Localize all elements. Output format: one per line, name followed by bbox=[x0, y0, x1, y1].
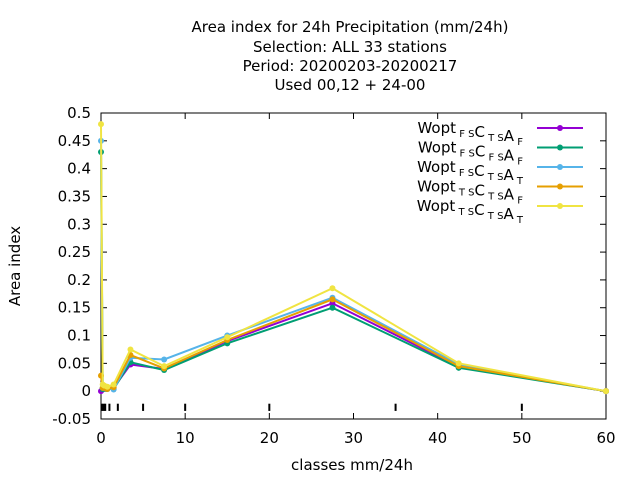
y-tick-label: 0.1 bbox=[67, 327, 91, 345]
legend-label-sub: T bbox=[514, 176, 524, 187]
y-axis-ticks: -0.05 0 0.05 0.1 0.15 0.2 0.25 0.3 0.35 0.4 0.45 0.… bbox=[52, 104, 606, 428]
class-marks bbox=[100, 403, 523, 411]
data-point bbox=[329, 285, 336, 292]
title-line-4: Used 00,12 + 24-00 bbox=[275, 76, 426, 94]
data-point bbox=[224, 334, 231, 341]
legend-label-part: C bbox=[474, 182, 484, 200]
legend-label-part: C bbox=[474, 162, 484, 180]
legend-marker bbox=[557, 125, 563, 131]
x-tick-label: 50 bbox=[512, 429, 531, 447]
legend-label-part: A bbox=[504, 147, 515, 165]
legend-label-sub: F S bbox=[456, 168, 474, 179]
legend-label-part: C bbox=[474, 201, 484, 219]
legend-label-sub: F S bbox=[456, 129, 474, 140]
legend-label-sub: F bbox=[514, 157, 523, 168]
legend-entry-4: Wopt T SC T SA F bbox=[417, 178, 583, 207]
data-point bbox=[603, 388, 609, 395]
series-2 bbox=[98, 148, 609, 395]
legend-label-sub: F S bbox=[485, 153, 503, 164]
legend-label-sub: T S bbox=[485, 133, 504, 144]
data-point bbox=[110, 381, 117, 388]
legend-label-part: A bbox=[503, 166, 514, 184]
title-line-2: Selection: ALL 33 stations bbox=[253, 38, 447, 56]
legend-label: Wopt F SC T SA T bbox=[417, 158, 524, 187]
legend-label-part: A bbox=[504, 186, 515, 204]
x-tick-label: 0 bbox=[96, 429, 106, 447]
data-point bbox=[329, 304, 336, 311]
y-tick-label: 0.35 bbox=[58, 187, 91, 205]
chart-title: Area index for 24h Precipitation (mm/24h… bbox=[192, 18, 509, 94]
legend-label-part: Wopt bbox=[417, 158, 456, 176]
y-tick-label: 0.05 bbox=[58, 354, 91, 372]
plot-frame bbox=[100, 112, 607, 420]
legend-label-part: Wopt bbox=[417, 197, 456, 215]
series-5 bbox=[98, 121, 609, 395]
legend-entry-1: Wopt F SC T SA F bbox=[417, 119, 583, 148]
legend-label-sub: F S bbox=[456, 149, 474, 160]
series-layer bbox=[98, 121, 609, 395]
y-tick-label: 0 bbox=[81, 382, 91, 400]
y-tick-label: -0.05 bbox=[52, 410, 91, 428]
x-tick-label: 30 bbox=[344, 429, 363, 447]
y-tick-label: 0.3 bbox=[67, 215, 91, 233]
legend-label-part: A bbox=[503, 205, 514, 223]
legend-label-sub: T S bbox=[456, 188, 475, 199]
legend-label-sub: T S bbox=[485, 192, 504, 203]
legend-label: Wopt F SC F SA F bbox=[418, 139, 523, 168]
y-tick-label: 0.25 bbox=[58, 243, 91, 261]
x-axis-ticks: 0 10 20 30 40 50 60 bbox=[96, 113, 616, 447]
legend-label-part: A bbox=[504, 127, 515, 145]
data-point bbox=[161, 363, 168, 370]
legend-label-part: Wopt bbox=[417, 178, 456, 196]
legend-label-sub: T S bbox=[485, 172, 504, 183]
title-line-1: Area index for 24h Precipitation (mm/24h… bbox=[192, 18, 509, 36]
legend-label-part: Wopt bbox=[417, 119, 456, 137]
y-tick-label: 0.4 bbox=[67, 160, 91, 178]
x-tick-label: 10 bbox=[176, 429, 195, 447]
legend-marker bbox=[557, 183, 563, 190]
data-point bbox=[98, 121, 104, 128]
data-point bbox=[104, 383, 111, 390]
legend-label: Wopt F SC T SA F bbox=[417, 119, 523, 148]
series-3 bbox=[98, 137, 609, 395]
legend-label-sub: T S bbox=[455, 207, 474, 218]
legend-label-sub: T bbox=[514, 215, 524, 226]
legend-label-sub: T S bbox=[485, 211, 504, 222]
legend-entry-5: Wopt T SC T SA T bbox=[417, 197, 583, 226]
y-tick-label: 0.15 bbox=[58, 299, 91, 317]
legend-label: Wopt T SC T SA T bbox=[417, 197, 524, 226]
y-tick-label: 0.5 bbox=[67, 104, 91, 122]
x-axis-label: classes mm/24h bbox=[291, 456, 413, 474]
x-tick-label: 60 bbox=[596, 429, 615, 447]
y-tick-label: 0.45 bbox=[58, 132, 91, 150]
y-tick-label: 0.2 bbox=[67, 271, 91, 289]
series-line bbox=[100, 140, 607, 393]
legend-marker bbox=[557, 164, 563, 170]
y-axis-label: Area index bbox=[6, 226, 24, 306]
data-point bbox=[329, 296, 336, 303]
x-tick-label: 40 bbox=[428, 429, 447, 447]
legend-entry-2: Wopt F SC F SA F bbox=[418, 139, 583, 168]
data-point bbox=[455, 360, 462, 367]
legend-label-part: C bbox=[474, 123, 484, 141]
data-point bbox=[127, 346, 134, 353]
legend-label-sub: F bbox=[514, 196, 523, 207]
legend-marker bbox=[557, 144, 563, 151]
legend-label-part: Wopt bbox=[418, 139, 457, 157]
legend-label: Wopt T SC T SA F bbox=[417, 178, 523, 207]
series-4 bbox=[98, 296, 609, 395]
legend-entry-3: Wopt F SC T SA T bbox=[417, 158, 583, 187]
data-point bbox=[161, 356, 168, 363]
series-line bbox=[100, 124, 607, 393]
x-tick-label: 20 bbox=[260, 429, 279, 447]
legend-label-sub: F bbox=[514, 137, 523, 148]
title-line-3: Period: 20200203-20200217 bbox=[243, 57, 458, 75]
legend-label-part: C bbox=[475, 143, 485, 161]
legend-marker bbox=[557, 203, 563, 209]
